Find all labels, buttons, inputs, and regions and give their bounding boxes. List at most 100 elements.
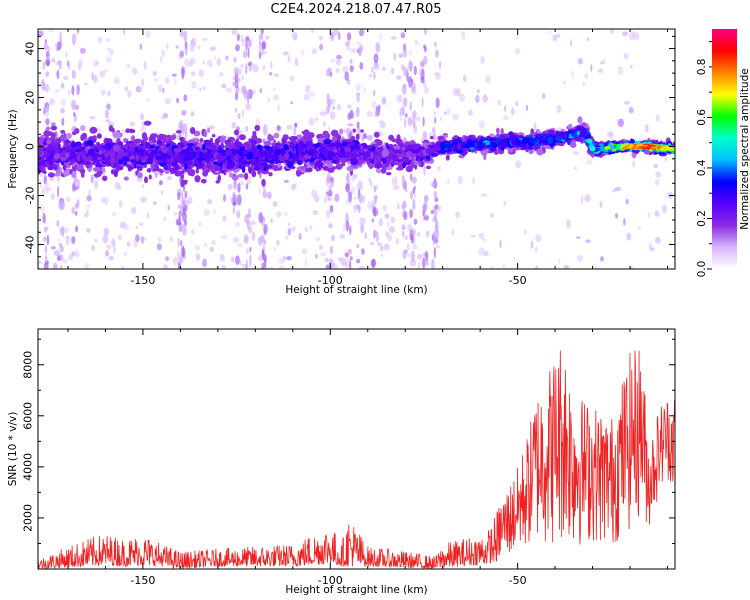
spectral-streak	[331, 234, 335, 242]
spectral-blob	[402, 162, 406, 169]
spectral-streak	[245, 258, 248, 269]
spectral-speckle	[409, 49, 412, 58]
spectral-streak	[59, 254, 64, 261]
spectral-blob	[144, 176, 148, 184]
spectral-speckle	[85, 208, 89, 218]
spectral-blob	[62, 164, 67, 171]
spectral-speckle	[189, 43, 195, 53]
spectral-blob	[39, 166, 44, 172]
spectral-speckle	[290, 101, 294, 105]
spectral-speckle	[209, 62, 213, 68]
spectral-speckle	[379, 121, 386, 129]
spectral-speckle	[51, 58, 56, 63]
spectral-streak	[350, 256, 353, 261]
spectral-speckle	[232, 236, 239, 243]
spectral-speckle	[330, 58, 335, 63]
spectral-speckle	[359, 217, 366, 226]
spectral-speckle	[88, 189, 91, 197]
spectral-speckle	[351, 47, 357, 54]
spectral-speckle	[287, 228, 292, 236]
spectral-streak	[431, 234, 434, 241]
spectral-streak	[74, 210, 78, 216]
spectral-speckle	[335, 59, 342, 66]
spectral-speckle	[62, 258, 69, 264]
spectral-speckle	[241, 75, 244, 81]
spectral-speckle	[240, 63, 244, 68]
spectral-speckle	[126, 63, 131, 69]
spectral-speckle	[482, 94, 488, 103]
spectral-blob	[568, 123, 573, 129]
spectral-speckle	[556, 104, 562, 114]
spectral-streak	[60, 82, 65, 89]
spectral-speckle	[231, 122, 237, 129]
spectral-blob	[329, 177, 334, 182]
spectral-blob	[241, 166, 246, 173]
spectral-streak	[245, 35, 250, 42]
spectral-streak	[247, 47, 250, 59]
spectral-speckle	[387, 234, 393, 242]
spectral-streak	[328, 184, 332, 195]
spectral-streak	[401, 83, 407, 95]
spectral-speckle	[222, 215, 227, 222]
spectral-speckle	[566, 219, 571, 229]
spectral-streak	[44, 244, 48, 254]
spectral-speckle	[140, 125, 147, 135]
spectral-streak	[375, 41, 381, 53]
spectral-speckle	[461, 31, 466, 40]
spectral-streak	[327, 196, 330, 201]
spectral-blob	[46, 139, 51, 145]
spectral-streak	[247, 61, 252, 67]
spectral-streak	[404, 117, 407, 128]
spectral-speckle	[132, 67, 138, 75]
spectral-blob	[95, 162, 103, 169]
spectral-blob	[530, 128, 534, 135]
spectral-streak	[349, 225, 352, 236]
spectral-speckle	[436, 166, 441, 172]
spectral-speckle	[138, 222, 144, 226]
spectral-streak	[76, 83, 80, 96]
spectral-blob	[336, 136, 341, 142]
spectral-speckle	[337, 32, 341, 41]
spectral-speckle	[185, 200, 190, 205]
spectral-speckle	[288, 29, 294, 32]
spectral-speckle	[584, 73, 589, 79]
spectral-streak	[246, 91, 250, 102]
spectral-streak	[71, 236, 76, 244]
spectral-streak	[59, 31, 62, 43]
spectral-speckle	[310, 29, 314, 34]
spectral-speckle	[490, 265, 493, 269]
spectral-speckle	[40, 205, 45, 212]
spectral-speckle	[301, 48, 304, 57]
spectral-speckle	[276, 211, 282, 218]
spectral-blob	[60, 130, 66, 134]
spectral-blob	[189, 169, 196, 177]
spectral-streak	[42, 212, 46, 224]
spectral-speckle	[363, 86, 366, 93]
spectral-speckle	[597, 68, 603, 73]
spectral-speckle	[49, 98, 55, 106]
spectral-speckle	[590, 64, 593, 72]
spectral-speckle	[84, 262, 89, 269]
spectral-blob	[210, 163, 214, 172]
spectral-streak	[411, 82, 416, 93]
spectral-streak	[244, 214, 249, 224]
spectral-speckle	[624, 100, 630, 105]
spectral-blob	[125, 128, 131, 134]
spectral-speckle	[309, 225, 313, 230]
spectral-streak	[60, 108, 65, 114]
spectral-streak	[248, 66, 252, 72]
spectral-streak	[433, 190, 438, 199]
spectral-speckle	[210, 46, 216, 52]
spectral-streak	[434, 227, 440, 240]
spectral-speckle	[96, 126, 101, 134]
spectral-speckle	[378, 217, 383, 227]
spectral-speckle	[39, 180, 42, 189]
spectral-blob	[220, 170, 225, 174]
spectral-speckle	[379, 245, 384, 252]
spectral-blob	[282, 134, 289, 141]
spectral-blob	[217, 174, 222, 182]
spectral-speckle	[53, 262, 58, 269]
spectral-speckle	[380, 131, 384, 137]
spectral-speckle	[106, 38, 110, 42]
spectral-speckle	[222, 194, 227, 202]
